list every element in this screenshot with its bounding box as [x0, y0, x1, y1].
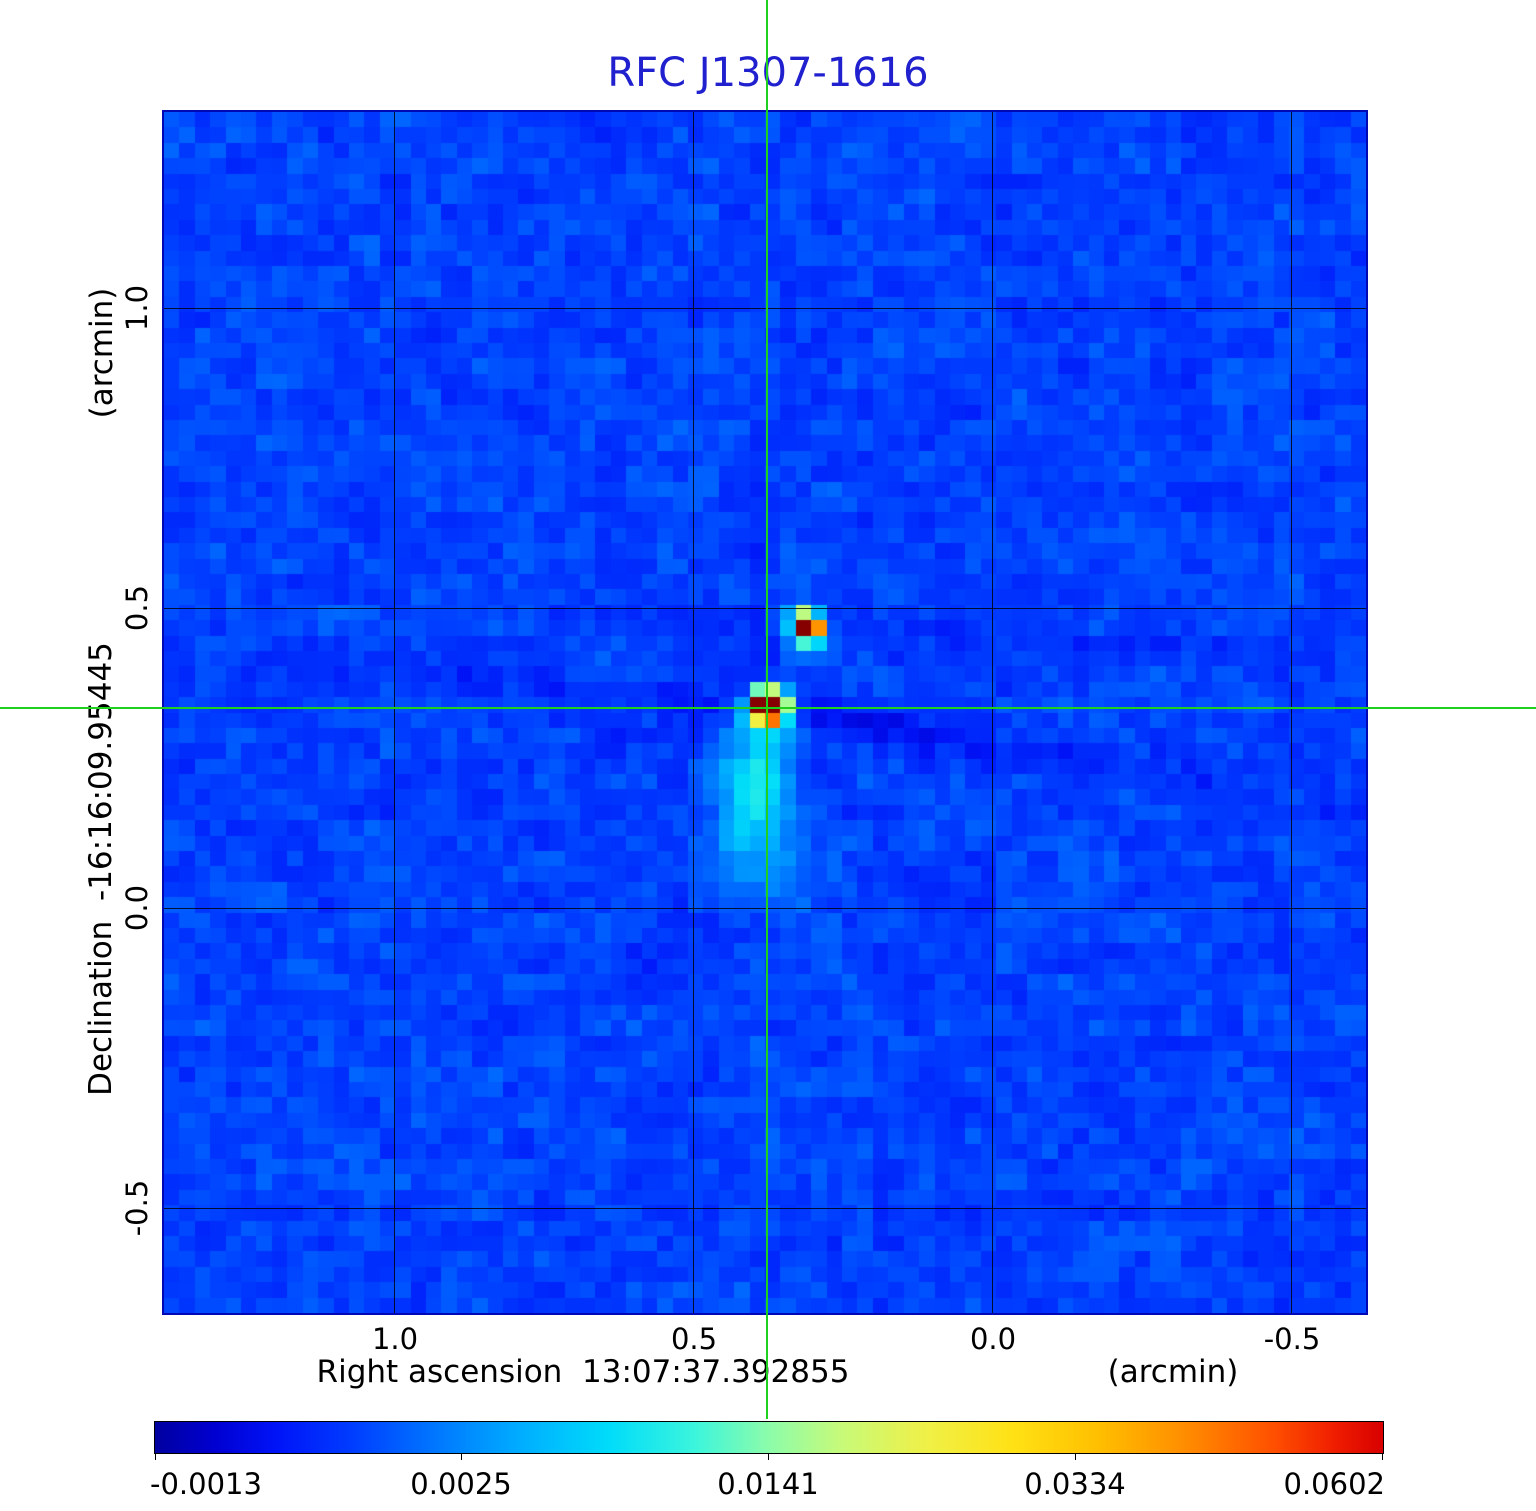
colorbar-tick-2: [768, 1453, 769, 1460]
gridline-dec-0.5: [164, 608, 1366, 609]
crosshair-vertical-line: [766, 0, 768, 1419]
x-axis-title: Right ascension 13:07:37.392855: [316, 1354, 850, 1390]
x-tick-0.5: 0.5: [670, 1322, 718, 1356]
colorbar-label-25: 0.0025: [410, 1467, 512, 1501]
sky-map-canvas: [164, 112, 1366, 1313]
y-axis-title: Declination -16:16:09.95445: [83, 642, 119, 1096]
gridline-ra-1.0: [394, 112, 395, 1313]
gridline-dec--0.5: [164, 1208, 1366, 1209]
colorbar-label-max: 0.0602: [1283, 1467, 1385, 1501]
colorbar-label-50: 0.0141: [717, 1467, 819, 1501]
gridline-ra--0.5: [1291, 112, 1292, 1313]
y-tick-1.0: 1.0: [120, 284, 154, 332]
gridline-ra-0.0: [992, 112, 993, 1313]
colorbar-tick-1: [461, 1453, 462, 1460]
x-tick--0.5: -0.5: [1263, 1322, 1321, 1356]
gridline-dec-1.0: [164, 308, 1366, 309]
gridline-ra-0.5: [693, 112, 694, 1313]
colorbar-tick-0: [155, 1453, 156, 1460]
plot-title: RFC J1307-1616: [607, 50, 929, 96]
y-axis-unit-label: (arcmin): [84, 287, 120, 419]
x-tick-1.0: 1.0: [371, 1322, 419, 1356]
sky-map-panel: [162, 110, 1368, 1315]
colorbar-label-min: -0.0013: [150, 1467, 262, 1501]
crosshair-horizontal-line: [0, 707, 1536, 709]
y-tick-0.5: 0.5: [120, 584, 154, 632]
x-axis-unit-label: (arcmin): [1107, 1354, 1239, 1390]
x-tick-0.0: 0.0: [969, 1322, 1017, 1356]
y-tick--0.5: -0.5: [120, 1179, 154, 1237]
colorbar-tick-4: [1382, 1453, 1383, 1460]
y-tick-0.0: 0.0: [120, 884, 154, 932]
gridline-dec-0.0: [164, 908, 1366, 909]
colorbar-label-75: 0.0334: [1024, 1467, 1126, 1501]
colorbar: [154, 1421, 1384, 1454]
colorbar-tick-3: [1075, 1453, 1076, 1460]
